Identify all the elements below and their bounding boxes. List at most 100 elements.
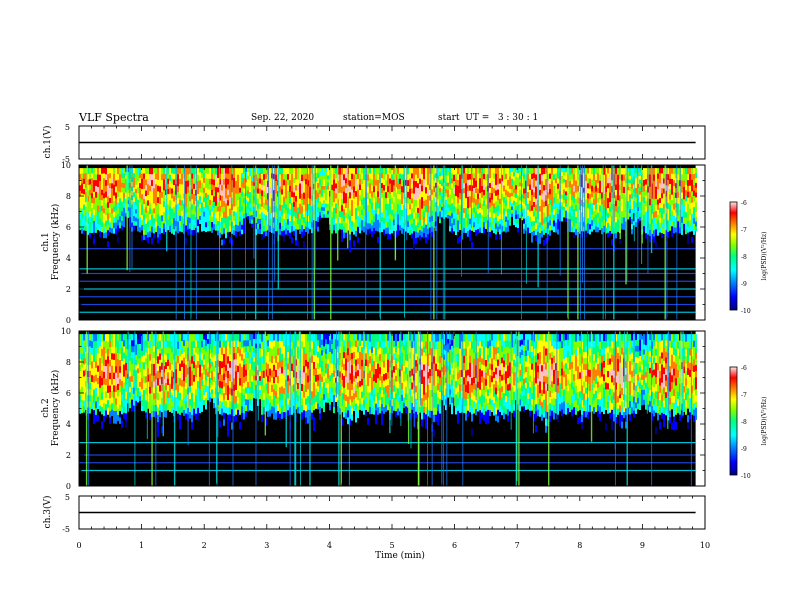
spectrogram-cell	[161, 173, 163, 181]
spectrogram-cell	[79, 196, 81, 203]
spectrogram-cell	[595, 214, 597, 221]
spectrogram-cell	[377, 168, 379, 175]
spectrogram-cell	[225, 232, 227, 239]
spectrogram-cell	[643, 168, 645, 175]
spectrogram-cell	[397, 178, 399, 184]
spectrogram-cell	[223, 386, 225, 394]
spectrogram-cell	[205, 403, 207, 410]
spectrogram-cell	[649, 198, 651, 206]
spectrogram-cell	[173, 217, 175, 224]
spectrogram-cell	[159, 174, 161, 181]
spectrogram-cell	[137, 363, 139, 369]
spectrogram-cell	[227, 363, 229, 371]
spectrogram-cell	[133, 215, 135, 221]
spectrogram-cell	[281, 199, 283, 205]
spectrogram-cell	[239, 206, 241, 212]
spectrogram-cell	[93, 396, 95, 404]
spectrogram-cell	[325, 203, 327, 208]
spectrogram-cell	[145, 234, 147, 241]
spectrogram-cell	[215, 193, 217, 200]
spectrogram-cell	[247, 193, 249, 198]
spectrogram-cell	[411, 213, 413, 219]
spectrogram-cell	[523, 183, 525, 189]
spectrogram-cell	[103, 183, 105, 189]
spectrogram-cell	[179, 183, 181, 190]
spectrogram-cell	[545, 194, 547, 201]
spectrogram-cell	[417, 177, 419, 184]
spectrogram-cell	[159, 209, 161, 217]
spectrogram-cell	[125, 348, 127, 356]
spectrogram-cell	[155, 168, 157, 174]
spectrogram-cell	[371, 196, 373, 203]
spectrogram-cell	[505, 205, 507, 212]
spectrogram-cell	[693, 212, 695, 219]
spectrogram-cell	[83, 219, 85, 226]
spectrogram-cell	[309, 204, 311, 211]
spectrogram-cell	[97, 365, 99, 372]
spectrogram-cell	[97, 390, 99, 397]
spectrogram-cell	[451, 183, 453, 189]
spectrogram-cell	[259, 218, 261, 225]
spectrogram-cell	[349, 216, 351, 223]
spectrogram-cell	[377, 196, 379, 203]
spectrogram-cell	[301, 180, 303, 188]
spectrogram-cell	[113, 404, 115, 411]
spectrogram-cell	[665, 218, 667, 225]
spectrogram-cell	[209, 338, 211, 345]
spectrogram-cell	[159, 180, 161, 187]
spectrogram-cell	[695, 197, 697, 203]
spectrogram-cell	[85, 216, 87, 222]
spectrogram-cell	[415, 193, 417, 201]
spectrogram-cell	[587, 193, 589, 199]
spectrogram-cell	[179, 204, 181, 211]
spectrogram-cell	[485, 180, 487, 187]
spectrogram-cell	[169, 397, 171, 405]
spectrogram-cell	[545, 205, 547, 212]
spectrogram-cell	[507, 173, 509, 180]
spectrogram-cell	[83, 183, 85, 190]
spectrogram-cell	[409, 203, 411, 210]
spectrogram-cell	[649, 223, 651, 230]
spectrogram-cell	[677, 226, 679, 234]
spectrogram-cell	[589, 218, 591, 225]
spectrogram-cell	[385, 227, 387, 234]
spectrogram-cell	[401, 168, 403, 175]
spectrogram-cell	[197, 387, 199, 395]
spectrogram-cell	[445, 210, 447, 214]
spectrogram-cell	[87, 190, 89, 197]
spectrogram-cell	[155, 215, 157, 222]
spectrogram-cell	[263, 225, 265, 232]
sferic-streak	[641, 165, 643, 244]
spectrogram-cell	[621, 174, 623, 181]
spectrogram-cell	[681, 180, 683, 187]
spectrogram-cell	[107, 399, 109, 408]
spectrogram-cell	[681, 222, 683, 229]
spectrogram-cell	[173, 206, 175, 213]
spectrogram-cell	[359, 195, 361, 201]
spectrogram-cell	[367, 180, 369, 187]
spectrogram-cell	[223, 392, 225, 400]
spectrogram-cell	[165, 205, 167, 211]
spectrogram-cell	[459, 217, 461, 224]
spectrogram-cell	[133, 351, 135, 359]
spectrogram-cell	[609, 221, 611, 227]
spectrogram-cell	[131, 363, 133, 370]
spectrogram-cell	[531, 236, 533, 243]
spectrogram-cell	[175, 348, 177, 356]
spectrogram-cell	[303, 216, 305, 224]
spectrogram-cell	[411, 183, 413, 189]
spectrogram-cell	[113, 195, 115, 202]
spectrogram-cell	[677, 191, 679, 198]
spectrogram-cell	[677, 185, 679, 192]
spectrogram-cell	[509, 213, 511, 218]
spectrogram-cell	[325, 189, 327, 194]
spectrogram-cell	[203, 187, 205, 193]
spectrogram-cell	[505, 194, 507, 201]
spectrogram-cell	[105, 372, 107, 379]
spectrogram-cell	[251, 197, 253, 203]
spectrogram-cell	[345, 177, 347, 184]
spectrogram-cell	[597, 207, 599, 213]
spectrogram-cell	[113, 365, 115, 373]
spectrogram-cell	[243, 178, 245, 184]
spectrogram-cell	[95, 209, 97, 216]
